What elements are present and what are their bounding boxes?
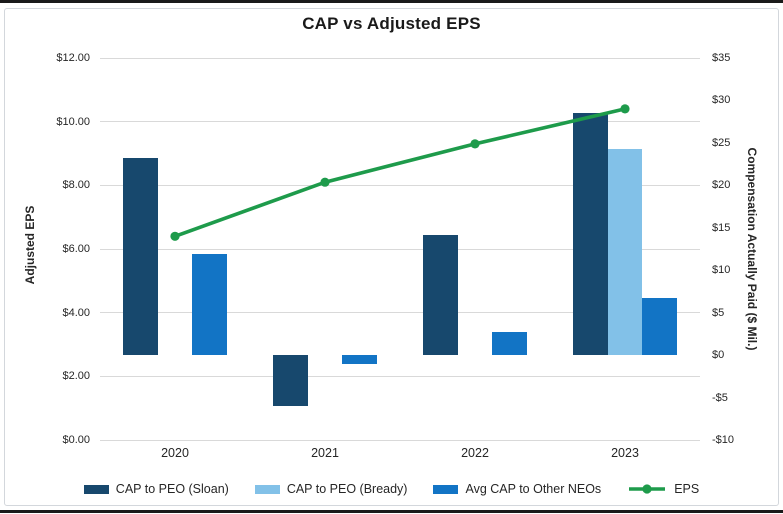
legend: CAP to PEO (Sloan) CAP to PEO (Bready) Avg…	[0, 482, 783, 496]
left-tick-label: $10.00	[56, 115, 90, 128]
left-tick-label: $12.00	[56, 52, 90, 64]
eps-marker	[320, 177, 330, 187]
bar-cap-to-peo-sloan--2020	[122, 158, 158, 356]
bar-cap-to-peo-bready--2023	[607, 148, 643, 356]
bar-avg-cap-to-other-neos-2020	[192, 254, 227, 356]
bottom-rule	[0, 510, 783, 513]
eps-marker	[170, 231, 180, 241]
right-tick-label: $20	[712, 179, 731, 192]
eps-marker	[620, 104, 630, 114]
legend-label: CAP to PEO (Sloan)	[115, 482, 229, 496]
right-tick-label: $35	[712, 52, 731, 64]
legend-item: CAP to PEO (Bready)	[254, 482, 408, 496]
gridline	[100, 57, 700, 59]
legend-label: Avg CAP to Other NEOs	[465, 482, 602, 496]
bar-avg-cap-to-other-neos-2023	[642, 298, 678, 356]
left-tick-label: $2.00	[62, 370, 90, 383]
gridline	[100, 439, 700, 441]
x-axis-label-2020: 2020	[161, 446, 189, 460]
left-tick-label: $0.00	[62, 434, 90, 446]
right-tick-label: -$10	[712, 434, 735, 446]
top-rule	[0, 0, 783, 3]
gridline	[100, 375, 700, 377]
right-tick-label: $5	[712, 306, 725, 319]
x-axis-label-2021: 2021	[311, 446, 339, 460]
gridline	[100, 184, 700, 186]
bar-cap-to-peo-sloan--2023	[573, 113, 608, 356]
right-tick-label: $30	[712, 94, 731, 107]
left-tick-label: $4.00	[62, 306, 90, 319]
right-tick-label: -$5	[712, 391, 728, 404]
legend-line-swatch	[629, 484, 666, 494]
eps-marker	[470, 139, 480, 149]
left-tick-label: $6.00	[62, 243, 90, 255]
legend-item: EPS	[627, 482, 699, 496]
eps-line-layer	[170, 104, 630, 241]
legend-swatch	[433, 484, 459, 494]
gridline	[100, 248, 700, 250]
right-tick-label: $15	[712, 221, 731, 234]
x-axis-label-2023: 2023	[611, 446, 639, 460]
legend-item: CAP to PEO (Sloan)	[83, 482, 229, 496]
bar-avg-cap-to-other-neos-2021	[342, 355, 378, 365]
gridline	[100, 312, 700, 314]
legend-swatch	[83, 484, 109, 494]
legend-item: Avg CAP to Other NEOs	[433, 482, 601, 496]
right-tick-label: $25	[712, 136, 731, 149]
left-axis-title: Adjusted EPS	[23, 205, 37, 285]
legend-label: CAP to PEO (Bready)	[286, 482, 408, 496]
bar-avg-cap-to-other-neos-2022	[492, 332, 528, 356]
bar-cap-to-peo-sloan--2021	[272, 355, 308, 406]
legend-swatch	[254, 484, 280, 494]
legend-label: EPS	[674, 482, 700, 496]
chart-frame-border	[4, 8, 779, 506]
right-tick-label: $10	[712, 264, 731, 277]
chart-title: CAP vs Adjusted EPS	[302, 14, 481, 33]
right-tick-label: $0	[712, 349, 725, 362]
right-axis-title: Compensation Actually Paid ($ Mil.)	[745, 147, 759, 351]
x-axis-label-2022: 2022	[461, 446, 489, 460]
left-tick-label: $8.00	[62, 179, 90, 192]
bar-cap-to-peo-sloan--2022	[422, 235, 458, 356]
gridline	[100, 121, 700, 123]
eps-line	[173, 107, 627, 239]
